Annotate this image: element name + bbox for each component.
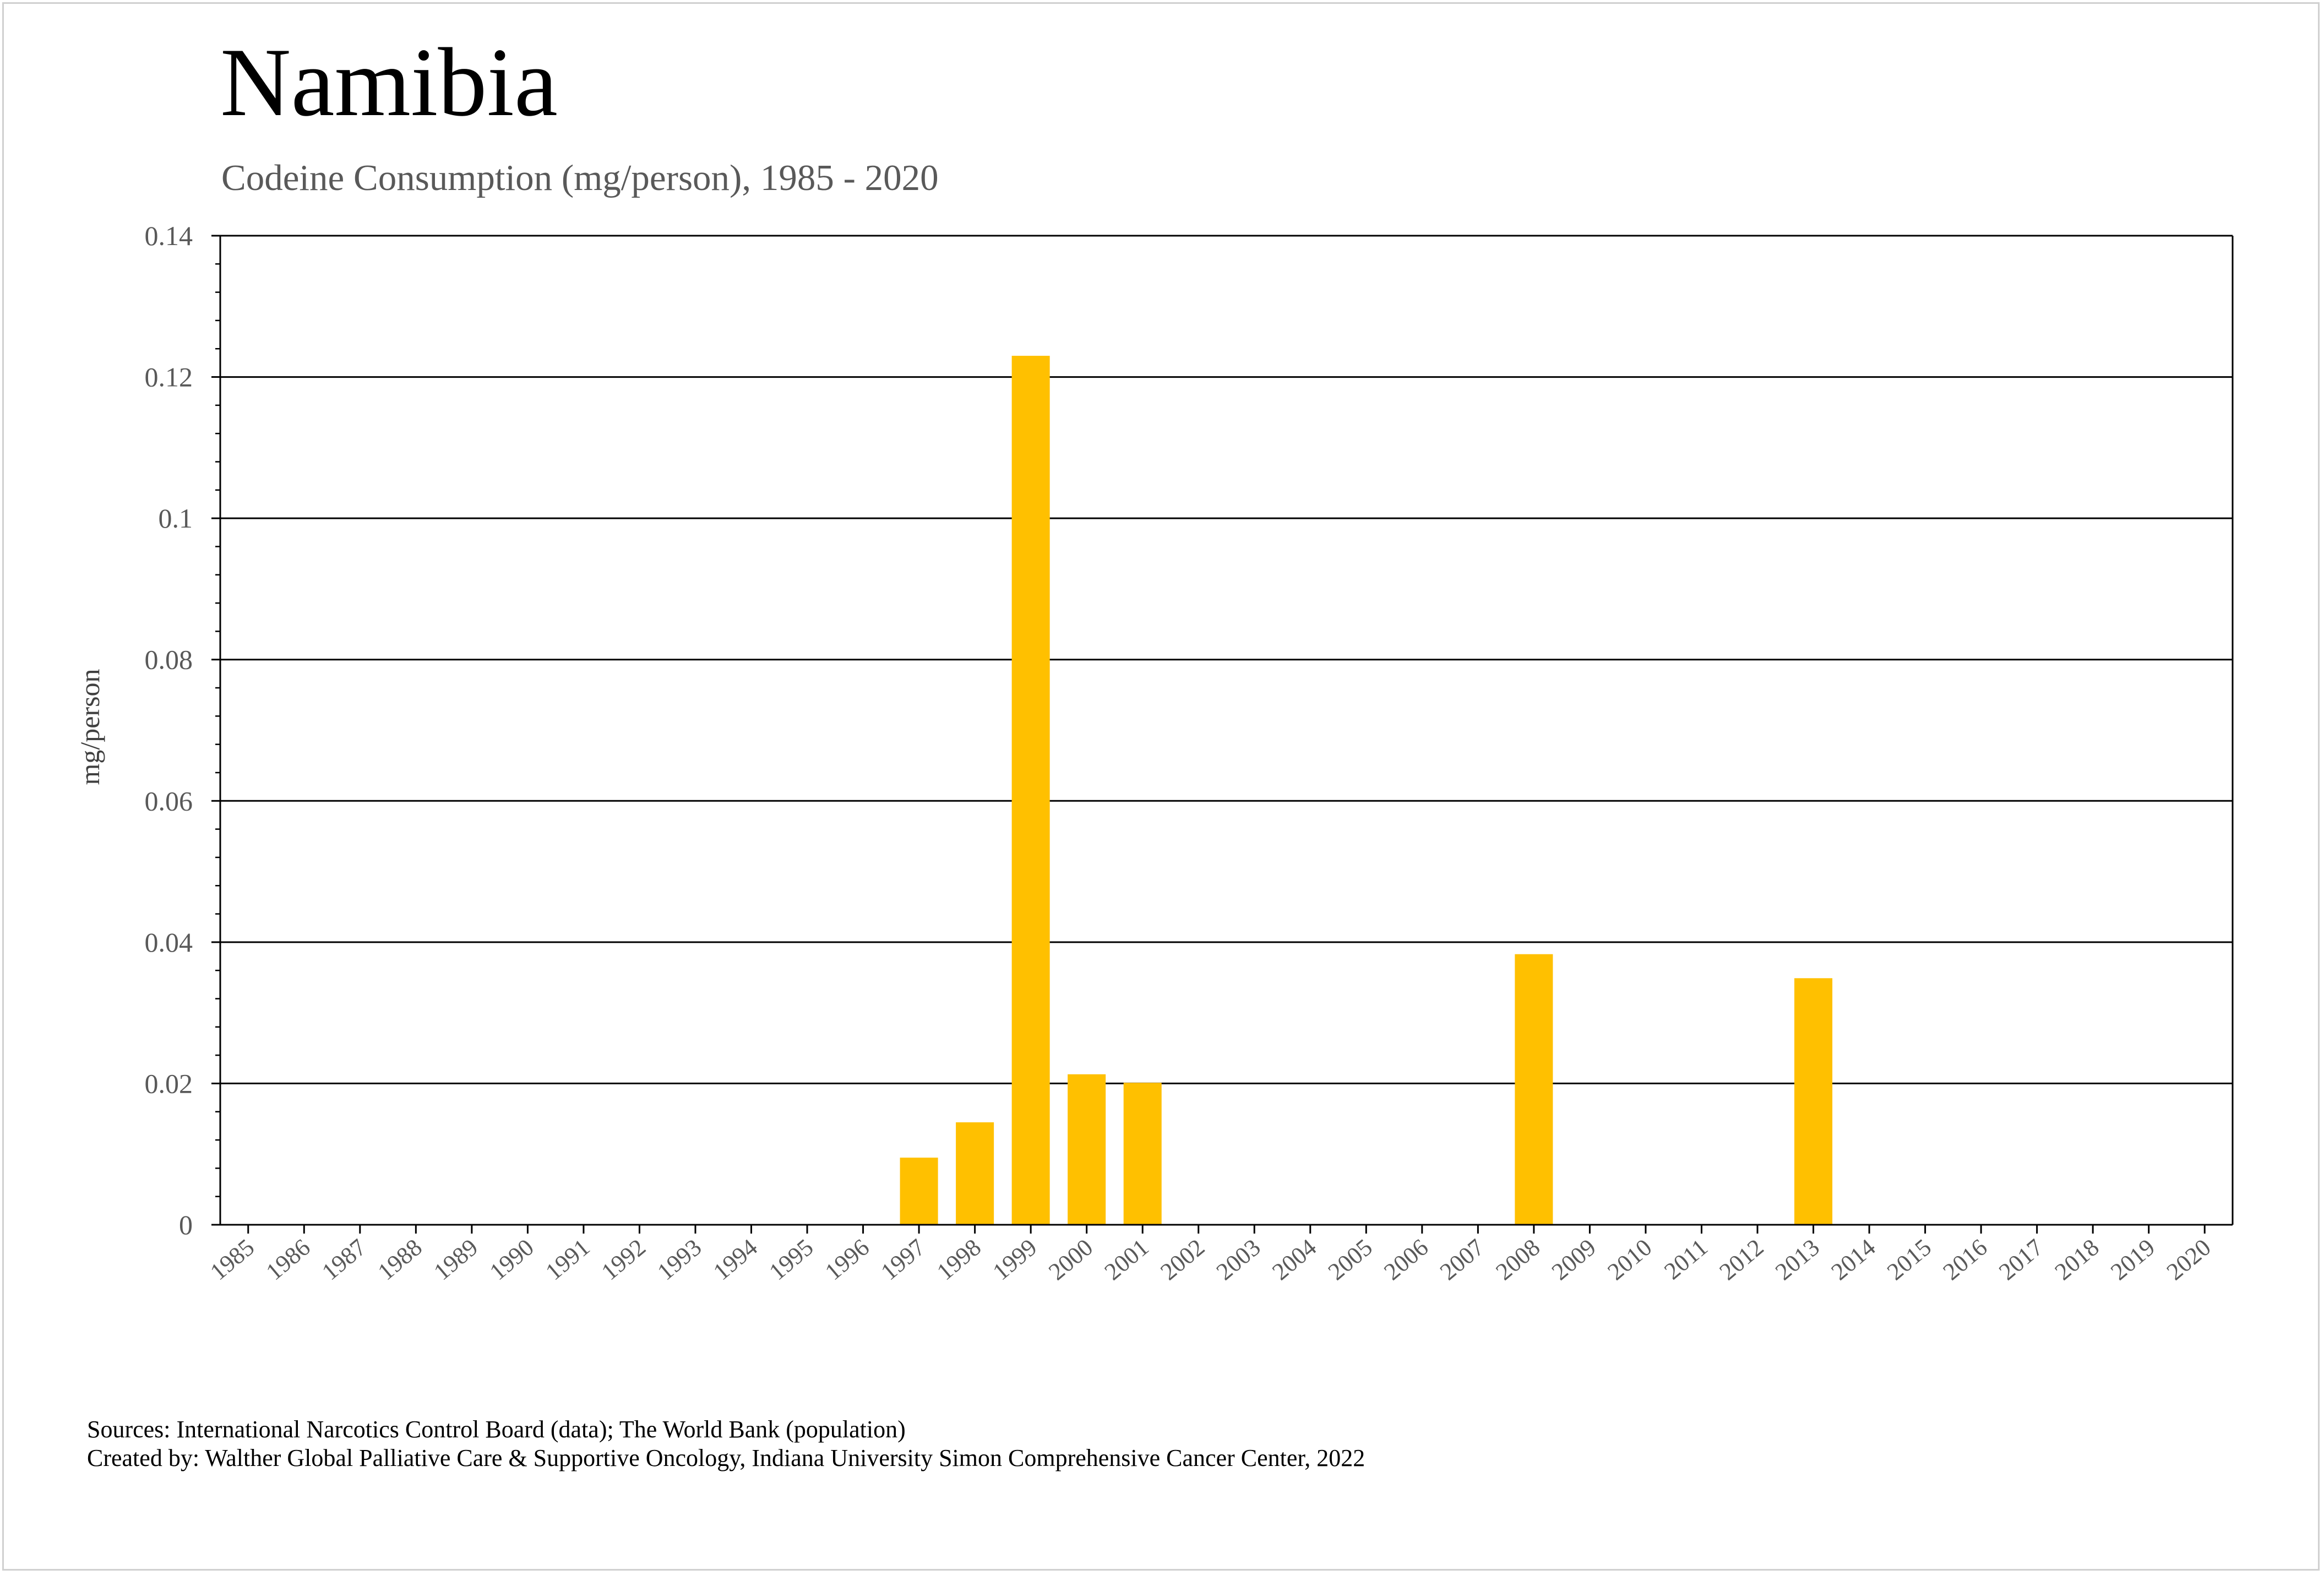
y-tick-label: 0.1: [159, 503, 193, 534]
x-tick-label: 2012: [1715, 1234, 1769, 1285]
x-tick-label: 1992: [596, 1234, 651, 1285]
y-tick-label: 0.12: [145, 362, 193, 393]
bar-2000: [1068, 1074, 1106, 1225]
bars: [900, 356, 1833, 1225]
gridlines: [220, 235, 2233, 1084]
x-tick-label: 1999: [988, 1234, 1042, 1285]
sources-note: Sources: International Narcotics Control…: [87, 1416, 906, 1443]
bar-2013: [1794, 978, 1833, 1225]
y-tick-label: 0: [179, 1209, 193, 1240]
x-tick-label: 1998: [932, 1234, 986, 1285]
y-tick-labels: 0 0.02 0.04 0.06 0.08 0.1 0.12 0.14: [145, 220, 193, 1240]
x-tick-label: 2006: [1379, 1234, 1433, 1285]
x-tick-label: 1995: [764, 1234, 819, 1285]
footer: Sources: International Narcotics Control…: [87, 1415, 1365, 1473]
x-tick-label: 1991: [540, 1234, 595, 1285]
x-tick-label: 1996: [820, 1234, 874, 1285]
chart-subtitle: Codeine Consumption (mg/person), 1985 - …: [221, 158, 939, 198]
y-tick-label: 0.14: [145, 220, 193, 251]
x-tick-label: 2002: [1155, 1234, 1210, 1285]
x-tick-label: 2015: [1882, 1234, 1936, 1285]
x-tick-label: 2003: [1211, 1234, 1266, 1285]
x-tick-labels: 1985 1986 1987 1988 1989 1990 1991 1992 1993 1994…: [205, 1234, 2216, 1285]
x-tick-label: 1986: [261, 1234, 315, 1285]
x-tick-label: 2018: [2050, 1234, 2104, 1285]
x-tick-label: 1985: [205, 1234, 259, 1285]
y-tick-label: 0.04: [145, 927, 193, 958]
x-tick-label: 1994: [708, 1234, 763, 1285]
bar-2001: [1123, 1083, 1162, 1225]
x-tick-label: 1987: [317, 1234, 371, 1285]
y-tick-label: 0.06: [145, 785, 193, 816]
x-tick-label: 2004: [1267, 1234, 1321, 1285]
x-tick-label: 2005: [1323, 1234, 1378, 1285]
bar-2008: [1515, 954, 1553, 1225]
x-tick-label: 1989: [428, 1234, 483, 1285]
x-tick-label: 2013: [1770, 1234, 1825, 1285]
x-tick-label: 2019: [2105, 1234, 2160, 1285]
x-tick-label: 2016: [1938, 1234, 1993, 1285]
x-tick-label: 1997: [876, 1234, 930, 1285]
x-tick-label: 2000: [1043, 1234, 1098, 1285]
x-tick-label: 1993: [652, 1234, 707, 1285]
x-tick-label: 2007: [1435, 1234, 1489, 1285]
x-tick-label: 2011: [1659, 1234, 1713, 1285]
axes: [211, 235, 2234, 1234]
chart-title: Namibia: [220, 28, 558, 137]
x-tick-label: 2008: [1490, 1234, 1545, 1285]
bar-1999: [1011, 356, 1050, 1225]
bar-1998: [956, 1122, 994, 1225]
y-tick-label: 0.02: [145, 1068, 193, 1099]
x-tick-label: 2017: [1994, 1234, 2048, 1285]
x-tick-label: 2001: [1100, 1234, 1154, 1285]
y-tick-label: 0.08: [145, 644, 193, 675]
x-tick-label: 2014: [1826, 1234, 1881, 1285]
x-tick-label: 2009: [1547, 1234, 1601, 1285]
x-tick-label: 2010: [1602, 1234, 1657, 1285]
x-tick-label: 1988: [373, 1234, 427, 1285]
x-tick-label: 2020: [2162, 1234, 2216, 1285]
bar-1997: [900, 1158, 938, 1225]
created-by-note: Created by: Walther Global Palliative Ca…: [87, 1444, 1365, 1471]
y-axis-label: mg/person: [74, 669, 105, 785]
x-tick-label: 1990: [485, 1234, 539, 1285]
